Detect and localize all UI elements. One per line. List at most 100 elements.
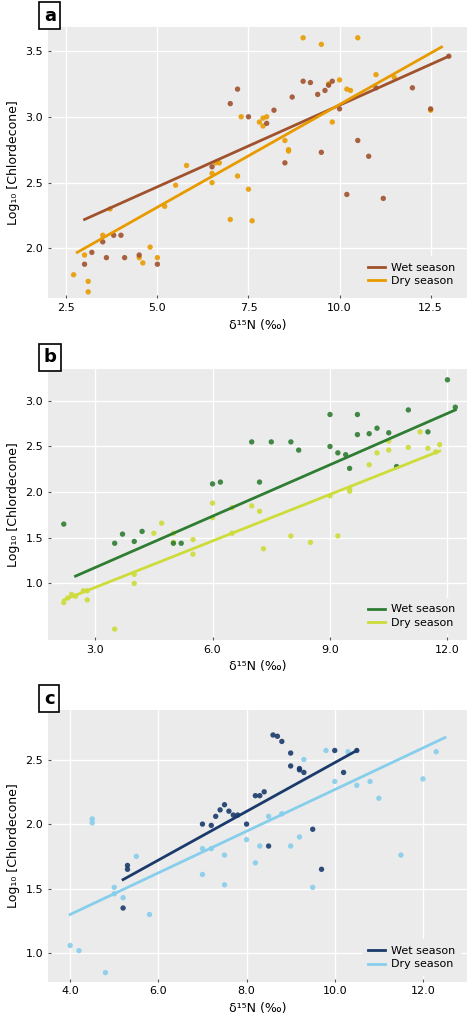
Point: [285, 143, 292, 159]
Point: [243, 832, 250, 848]
Point: [119, 889, 127, 905]
Point: [265, 838, 273, 854]
Point: [325, 77, 332, 93]
Point: [287, 757, 294, 774]
Point: [328, 73, 336, 89]
Point: [260, 784, 268, 800]
Point: [225, 803, 233, 820]
Point: [212, 808, 219, 825]
Point: [70, 267, 77, 283]
Point: [66, 937, 74, 954]
Point: [346, 460, 354, 476]
Point: [252, 788, 259, 804]
Point: [285, 141, 292, 157]
Point: [326, 438, 334, 455]
Point: [365, 457, 373, 473]
Point: [365, 425, 373, 442]
Point: [121, 249, 128, 266]
Point: [256, 503, 264, 519]
Point: [432, 444, 439, 460]
Point: [346, 483, 354, 500]
Point: [318, 862, 325, 878]
Point: [326, 487, 334, 504]
Point: [209, 495, 216, 511]
Point: [212, 154, 219, 171]
Point: [331, 742, 338, 758]
Point: [314, 86, 321, 102]
Point: [344, 744, 352, 760]
Point: [336, 101, 343, 118]
Point: [436, 436, 444, 453]
Point: [427, 101, 434, 118]
Point: [216, 801, 224, 818]
Point: [209, 510, 216, 526]
Point: [424, 440, 432, 457]
Point: [385, 424, 392, 440]
Point: [287, 745, 294, 761]
Point: [64, 590, 72, 606]
Point: [281, 154, 289, 171]
Point: [110, 227, 118, 243]
Point: [189, 531, 197, 548]
Point: [199, 867, 206, 883]
Point: [119, 899, 127, 916]
Point: [424, 424, 432, 440]
X-axis label: δ¹⁵N (‰): δ¹⁵N (‰): [229, 660, 286, 673]
Point: [170, 535, 177, 551]
Point: [353, 777, 361, 793]
Point: [124, 857, 131, 874]
Point: [99, 227, 107, 243]
Point: [287, 433, 295, 450]
Point: [237, 108, 245, 125]
X-axis label: δ¹⁵N (‰): δ¹⁵N (‰): [229, 319, 286, 332]
Point: [106, 200, 114, 217]
Point: [296, 761, 303, 778]
Point: [404, 402, 412, 418]
Point: [321, 83, 329, 99]
Point: [139, 254, 146, 271]
Point: [354, 132, 362, 148]
Point: [299, 73, 307, 89]
Point: [154, 257, 161, 273]
Point: [252, 854, 259, 871]
Point: [265, 808, 273, 825]
Point: [136, 249, 143, 266]
Point: [217, 474, 224, 491]
Point: [170, 536, 177, 552]
Point: [81, 257, 88, 273]
Point: [385, 432, 392, 449]
Text: a: a: [44, 6, 56, 25]
Point: [75, 942, 83, 959]
Point: [208, 158, 216, 175]
X-axis label: δ¹⁵N (‰): δ¹⁵N (‰): [229, 1002, 286, 1015]
Point: [318, 144, 325, 160]
Point: [263, 115, 271, 132]
Point: [89, 810, 96, 827]
Text: b: b: [44, 349, 57, 366]
Point: [146, 239, 154, 256]
Point: [89, 815, 96, 831]
Point: [161, 198, 168, 215]
Point: [110, 879, 118, 895]
Point: [419, 771, 427, 787]
Point: [111, 621, 118, 638]
Point: [353, 742, 361, 758]
Point: [300, 751, 308, 768]
Point: [307, 75, 314, 91]
Point: [117, 227, 125, 243]
Point: [393, 459, 401, 475]
Point: [208, 175, 216, 191]
Point: [325, 76, 332, 92]
Point: [416, 424, 424, 440]
Point: [343, 81, 351, 97]
Point: [170, 525, 177, 542]
Point: [391, 69, 398, 86]
Point: [172, 177, 179, 193]
Point: [328, 113, 336, 130]
Point: [444, 372, 451, 388]
Point: [307, 535, 314, 551]
Point: [83, 583, 91, 599]
Point: [248, 433, 255, 450]
Point: [354, 426, 361, 443]
Point: [372, 66, 380, 83]
